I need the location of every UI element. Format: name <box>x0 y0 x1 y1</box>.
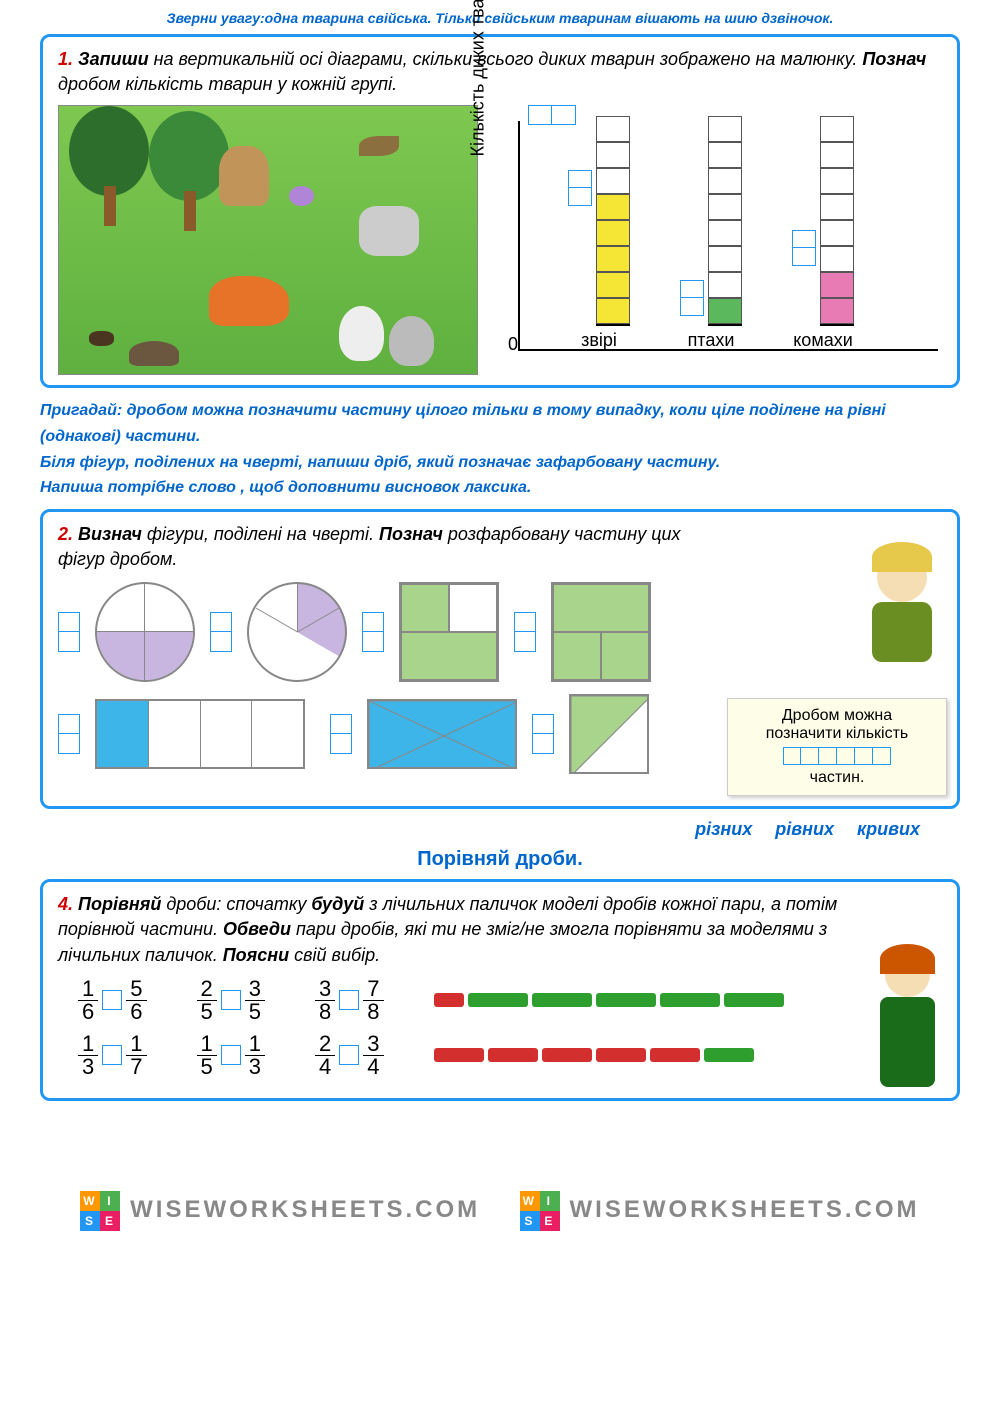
compare-input[interactable] <box>221 990 241 1010</box>
goat-icon <box>359 206 419 256</box>
task2-mid: фігури, поділені на чверті. <box>142 524 379 544</box>
compare-input[interactable] <box>221 1045 241 1065</box>
compare-input[interactable] <box>102 1045 122 1065</box>
task2-box: 2. Визнач фігури, поділені на чверті. По… <box>40 509 960 809</box>
bar-column <box>820 116 854 326</box>
girl-mascot <box>857 552 947 662</box>
task2-num: 2. <box>58 524 73 544</box>
butterfly-icon <box>289 186 314 206</box>
frac-input-1[interactable] <box>58 612 80 652</box>
bird-icon <box>359 136 399 156</box>
conclusion-note: Дробом можна позначити кількість частин. <box>727 698 947 796</box>
wm-text-1: WISEWORKSHEETS.COM <box>130 1196 480 1223</box>
frac-pair: 3878 <box>315 978 384 1023</box>
task1-b2: Познач <box>862 49 926 69</box>
bar-column <box>596 116 630 326</box>
section-title: Порівняй дроби. <box>40 848 960 871</box>
mid-l1: Пригадай: дробом можна позначити частину… <box>40 398 960 449</box>
word-2[interactable]: рівних <box>775 819 834 839</box>
bar-frac-input[interactable] <box>680 280 704 316</box>
task4-text: 4. Порівняй дроби: спочатку будуй з лічи… <box>58 892 857 968</box>
watermark: WISE WISEWORKSHEETS.COM WISE WISEWORKSHE… <box>0 1191 1000 1231</box>
bar-chart: Кількість диких тварин 0 звіріптахикомах… <box>488 105 942 375</box>
compare-input[interactable] <box>102 990 122 1010</box>
frac-input-6[interactable] <box>330 714 352 754</box>
square-4parts-1 <box>399 582 499 682</box>
task1-text: 1. Запиши на вертикальній осі діаграми, … <box>58 47 942 97</box>
note-l3: частин. <box>736 769 938 787</box>
compare-input[interactable] <box>339 990 359 1010</box>
note-l1: Дробом можна <box>736 707 938 725</box>
mid-l3: Напиша потрібне слово , щоб доповнити ви… <box>40 475 960 501</box>
task1-b1: Запиши <box>78 49 149 69</box>
sticks-row-1 <box>434 993 784 1007</box>
boy-mascot <box>862 952 952 1112</box>
frac-input-5[interactable] <box>58 714 80 754</box>
frac-pair: 2434 <box>315 1033 384 1078</box>
word-options: різних рівних кривих <box>40 819 920 840</box>
task2-b2: Познач <box>379 524 443 544</box>
frac-pair: 2535 <box>197 978 266 1023</box>
circle-quarters-1 <box>95 582 195 682</box>
wm-text-2: WISEWORKSHEETS.COM <box>570 1196 920 1223</box>
bar-frac-input[interactable] <box>792 230 816 266</box>
y-axis-label: Кількість диких тварин <box>468 0 489 157</box>
frac-input-7[interactable] <box>532 714 554 754</box>
frac-row-1: 1656 2535 3878 <box>78 978 857 1023</box>
top-note: Зверни увагу:одна тварина свійська. Тіль… <box>40 10 960 26</box>
rect-quarters <box>95 699 305 769</box>
task1-after: дробом кількість тварин у кожній групі. <box>58 74 397 94</box>
circle-thirds <box>247 582 347 682</box>
mid-text: Пригадай: дробом можна позначити частину… <box>40 398 960 500</box>
note-l2: позначити кількість <box>736 725 938 743</box>
rabbit-icon <box>339 306 384 361</box>
word-3[interactable]: кривих <box>857 819 920 839</box>
frac-pair: 1656 <box>78 978 147 1023</box>
hedgehog-icon <box>129 341 179 366</box>
frac-input-2[interactable] <box>210 612 232 652</box>
bar-group: звірі <box>568 116 630 351</box>
task4-num: 4. <box>58 894 73 914</box>
bar-group: комахи <box>792 116 854 351</box>
bar-label: птахи <box>688 330 735 351</box>
note-blank[interactable] <box>736 747 938 765</box>
task1-num: 1. <box>58 49 73 69</box>
beetle-icon <box>89 331 114 346</box>
rabbit2-icon <box>389 316 434 366</box>
compare-input[interactable] <box>339 1045 359 1065</box>
square-4parts-2 <box>551 582 651 682</box>
frac-pair: 1317 <box>78 1033 147 1078</box>
frac-input-3[interactable] <box>362 612 384 652</box>
bar-label: комахи <box>793 330 853 351</box>
bar-label: звірі <box>581 330 617 351</box>
task1-mid: на вертикальній осі діаграми, скільки вс… <box>149 49 863 69</box>
frac-pair: 1513 <box>197 1033 266 1078</box>
frac-row-2: 1317 1513 2434 <box>78 1033 857 1078</box>
frac-input-4[interactable] <box>514 612 536 652</box>
bar-column <box>708 116 742 326</box>
rect-triangles-1 <box>367 699 517 769</box>
word-1[interactable]: різних <box>695 819 752 839</box>
task2-text: 2. Визнач фігури, поділені на чверті. По… <box>58 522 717 572</box>
deer-icon <box>219 146 269 206</box>
task2-b1: Визнач <box>78 524 142 544</box>
task4-box: 4. Порівняй дроби: спочатку будуй з лічи… <box>40 879 960 1101</box>
bar-frac-input[interactable] <box>568 170 592 206</box>
task1-box: 1. Запиши на вертикальній осі діаграми, … <box>40 34 960 388</box>
mid-l2: Біля фігур, поділених на чверті, напиши … <box>40 450 960 476</box>
sticks-row-2 <box>434 1048 754 1062</box>
total-input[interactable] <box>528 105 576 125</box>
axis-zero: 0 <box>508 334 518 355</box>
bar-group: птахи <box>680 116 742 351</box>
fox-icon <box>209 276 289 326</box>
animals-illustration <box>58 105 478 375</box>
square-triangles <box>569 694 649 774</box>
